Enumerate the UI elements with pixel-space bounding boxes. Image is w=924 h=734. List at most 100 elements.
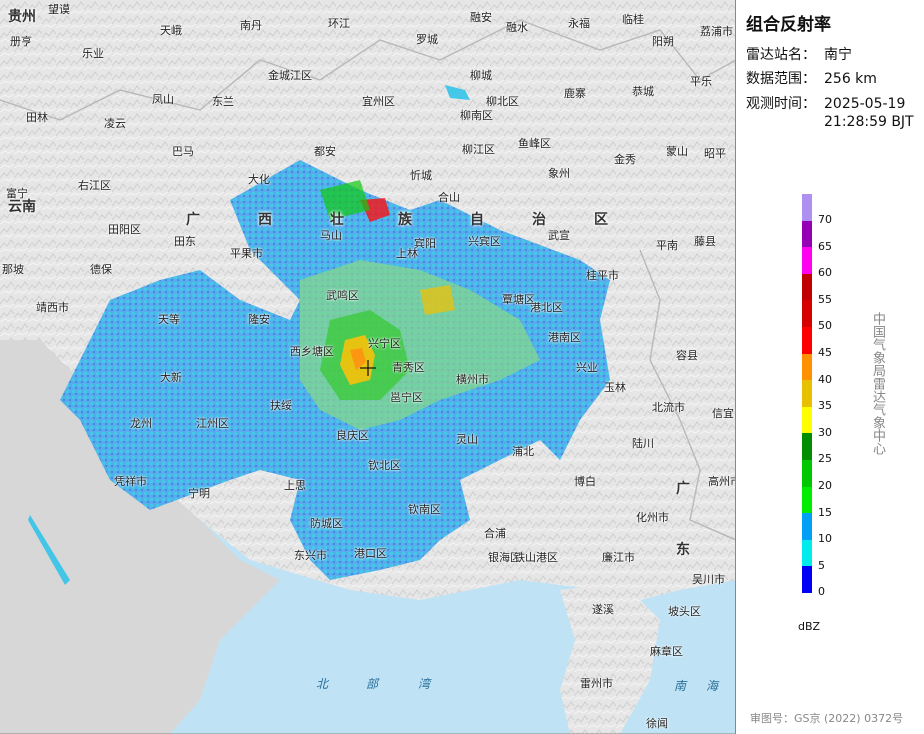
- city-label: 徐闻: [646, 717, 668, 730]
- city-label: 田林: [26, 111, 48, 124]
- legend-unit: dBZ: [798, 620, 821, 633]
- city-label: 武宣: [548, 229, 570, 242]
- city-label: 永福: [568, 17, 590, 30]
- city-label: 覃塘区: [502, 293, 535, 306]
- legend-swatch: [802, 300, 812, 327]
- range-row: 数据范围： 256 km: [746, 68, 877, 88]
- legend-swatch: [802, 327, 812, 354]
- time-row: 观测时间： 2025-05-19: [746, 93, 905, 113]
- radar-map[interactable]: 贵州 云南 广 西 壮 族 自 治 区 广 东 北 部 湾 南 海 望谟 册亨 …: [0, 0, 736, 734]
- sea-label: 北: [316, 677, 329, 691]
- legend-tick-label: 45: [818, 346, 832, 359]
- city-label: 临桂: [622, 13, 644, 26]
- legend-tick-label: 15: [818, 505, 832, 519]
- city-label: 上林: [396, 247, 418, 260]
- peninsula: [560, 585, 660, 734]
- city-label: 江州区: [196, 417, 229, 430]
- city-label: 田东: [174, 235, 196, 248]
- legend-tick-label: 55: [818, 292, 832, 306]
- city-label: 望谟: [48, 3, 70, 16]
- legend-tick-label: 50: [818, 319, 832, 333]
- city-label: 象州: [548, 167, 570, 180]
- foreign-land: [0, 340, 280, 734]
- city-label: 廉江市: [602, 551, 635, 564]
- legend-swatch: [802, 433, 812, 460]
- province-label: 东: [676, 542, 690, 558]
- sea-label: 南: [674, 679, 687, 693]
- legend-swatch: [802, 566, 812, 593]
- city-label: 册亨: [10, 35, 32, 48]
- city-label: 凌云: [104, 117, 126, 130]
- city-label: 合浦: [484, 527, 506, 540]
- time-label: 观测时间：: [746, 96, 816, 112]
- city-label: 那坡: [2, 263, 24, 276]
- city-label: 武鸣区: [326, 289, 359, 302]
- city-label: 良庆区: [336, 429, 369, 442]
- range-value: 256 km: [824, 71, 877, 87]
- city-label: 桂平市: [586, 269, 619, 282]
- city-label: 罗城: [416, 33, 438, 46]
- legend-swatch: [802, 406, 812, 434]
- city-label: 东兴市: [294, 549, 327, 562]
- legend-swatch: [802, 380, 812, 407]
- city-label: 平果市: [230, 247, 263, 260]
- city-label: 铁山港区: [514, 551, 558, 564]
- city-label: 遂溪: [592, 603, 614, 616]
- station-value: 南宁: [824, 47, 852, 63]
- city-label: 宁明: [188, 487, 210, 500]
- city-label: 南丹: [240, 19, 262, 32]
- city-label: 隆安: [248, 313, 270, 326]
- city-label: 巴马: [172, 145, 194, 158]
- product-title: 组合反射率: [746, 15, 831, 35]
- city-label: 信宜: [712, 407, 734, 420]
- city-label: 横州市: [456, 373, 489, 386]
- city-label: 钦北区: [368, 459, 401, 472]
- city-label: 凤山: [152, 93, 174, 106]
- range-label: 数据范围：: [746, 71, 816, 87]
- legend-tick-label: 60: [818, 266, 832, 280]
- city-label: 环江: [328, 17, 350, 30]
- city-label: 东兰: [212, 95, 234, 108]
- city-label: 平南: [656, 239, 678, 252]
- city-label: 柳江区: [462, 143, 495, 156]
- city-label: 银海区: [488, 551, 521, 564]
- city-label: 富宁: [6, 187, 28, 200]
- city-label: 马山: [320, 229, 342, 242]
- map-canvas: [0, 0, 735, 734]
- city-label: 坡头区: [668, 605, 701, 618]
- city-label: 大新: [160, 371, 182, 384]
- city-label: 蒙山: [666, 145, 688, 158]
- city-label: 田阳区: [108, 223, 141, 236]
- city-label: 化州市: [636, 511, 669, 524]
- province-label: 治: [532, 212, 546, 228]
- city-label: 港南区: [548, 331, 581, 344]
- legend-swatch: [802, 247, 812, 274]
- city-label: 博白: [574, 475, 596, 488]
- city-label: 靖西市: [36, 301, 69, 314]
- legend-tick-label: 70: [818, 213, 832, 226]
- city-label: 融安: [470, 11, 492, 24]
- city-label: 平乐: [690, 75, 712, 88]
- city-label: 龙州: [130, 417, 152, 430]
- city-label: 西乡塘区: [290, 345, 334, 358]
- legend-tick-label: 20: [818, 479, 832, 492]
- city-label: 忻城: [410, 169, 432, 182]
- province-label: 广: [676, 481, 690, 497]
- legend-tick-label: 65: [818, 239, 832, 253]
- legend-swatch: [802, 513, 812, 540]
- legend-tick-label: 35: [818, 399, 832, 413]
- city-label: 邕宁区: [390, 391, 423, 404]
- province-label: 广: [186, 212, 200, 228]
- legend-tick-label: 5: [818, 558, 825, 572]
- legend-tick-label: 40: [818, 372, 832, 386]
- city-label: 高州市: [708, 475, 735, 488]
- city-label: 荔浦市: [700, 25, 733, 38]
- city-label: 凭祥市: [114, 475, 147, 488]
- city-label: 麻章区: [650, 645, 683, 658]
- province-label: 贵州: [8, 9, 36, 25]
- province-border: [639, 249, 735, 541]
- province-label: 云南: [8, 199, 36, 215]
- legend-swatch: [802, 353, 812, 381]
- city-label: 容县: [676, 349, 698, 362]
- info-panel: 组合反射率 雷达站名： 南宁 数据范围： 256 km 观测时间： 2025-05-1…: [736, 0, 924, 734]
